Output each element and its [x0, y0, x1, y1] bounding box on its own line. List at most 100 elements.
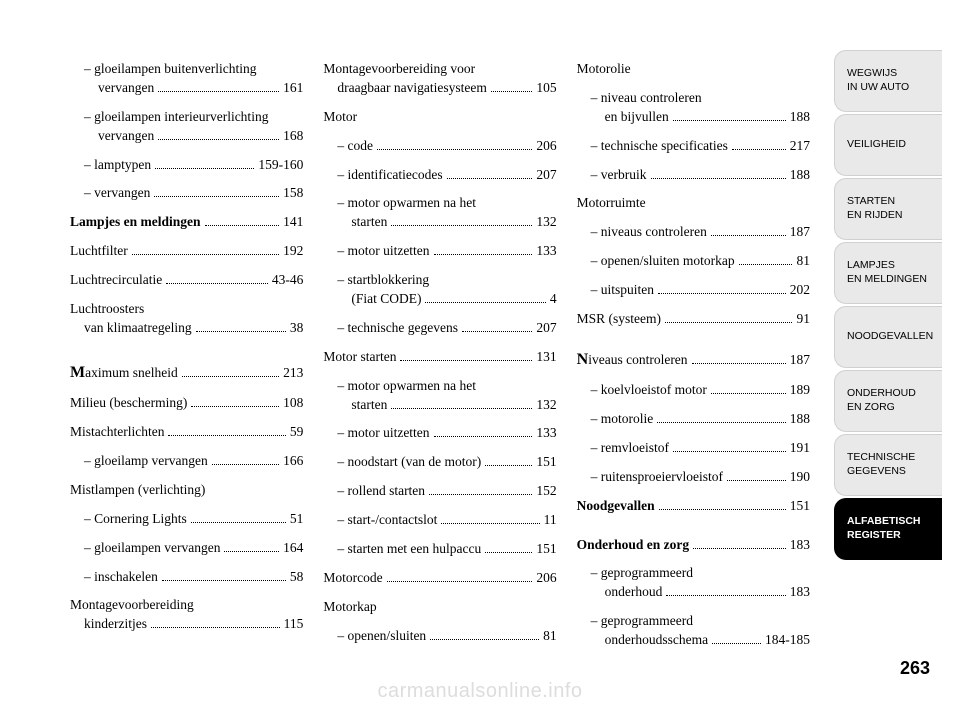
index-entry: – vervangen158 — [70, 184, 303, 203]
section-tab-0[interactable]: WEGWIJSIN UW AUTO — [834, 50, 942, 112]
index-entry-label: – noodstart (van de motor) — [337, 453, 481, 472]
index-entry-label: – identificatiecodes — [337, 166, 442, 185]
index-column-2: Montagevoorbereiding voordraagbaar navig… — [323, 60, 556, 660]
index-entry-label: starten — [351, 213, 387, 232]
leader-dots — [387, 581, 533, 582]
leader-dots — [739, 264, 793, 265]
index-entry: – start-/contactslot11 — [323, 511, 556, 530]
index-entry-label: – openen/sluiten motorkap — [591, 252, 735, 271]
index-entry: – niveaus controleren187 — [577, 223, 810, 242]
index-entry-label: – motor opwarmen na het — [337, 377, 476, 396]
tab-label-line1: WEGWIJS — [847, 67, 934, 81]
section-tab-4[interactable]: NOODGEVALLEN — [834, 306, 942, 368]
leader-dots — [666, 595, 785, 596]
index-entry-page: 51 — [290, 510, 304, 529]
tab-label-line2: EN MELDINGEN — [847, 273, 934, 287]
index-entry-label: – remvloeistof — [591, 439, 669, 458]
leader-dots — [434, 436, 533, 437]
index-entry-page: 166 — [283, 452, 303, 471]
index-entry: – Cornering Lights51 — [70, 510, 303, 529]
index-entry-label: – inschakelen — [84, 568, 158, 587]
leader-dots — [711, 393, 786, 394]
index-entry-label: Motorolie — [577, 60, 631, 79]
index-entry: Motor starten131 — [323, 348, 556, 367]
index-entry-page: 191 — [790, 439, 810, 458]
index-entry: Motorolie — [577, 60, 810, 79]
index-entry: – motor opwarmen na het — [323, 377, 556, 396]
section-tab-6[interactable]: TECHNISCHEGEGEVENS — [834, 434, 942, 496]
watermark: carmanualsonline.info — [0, 680, 960, 703]
index-entry-page: 159-160 — [258, 156, 303, 175]
leader-dots — [732, 149, 786, 150]
index-entry-label: MSR (systeem) — [577, 310, 661, 329]
index-entry-page: 192 — [283, 242, 303, 261]
index-entry-page: 189 — [790, 381, 810, 400]
leader-dots — [154, 196, 279, 197]
index-entry-label: Mistlampen (verlichting) — [70, 481, 205, 500]
index-entry: vervangen161 — [70, 79, 303, 98]
index-entry: Mistachterlichten59 — [70, 423, 303, 442]
index-entry-label: Noodgevallen — [577, 497, 655, 516]
index-entry-page: 188 — [790, 108, 810, 127]
leader-dots — [485, 465, 532, 466]
index-entry-page: 132 — [536, 396, 556, 415]
index-entry: – gloeilampen interieurverlichting — [70, 108, 303, 127]
index-entry-page: 217 — [790, 137, 810, 156]
index-entry: Milieu (bescherming)108 — [70, 394, 303, 413]
section-tab-2[interactable]: STARTENEN RIJDEN — [834, 178, 942, 240]
index-entry-label: Motor — [323, 108, 357, 127]
index-entry-page: 59 — [290, 423, 304, 442]
index-entry-page: 207 — [536, 319, 556, 338]
leader-dots — [430, 639, 539, 640]
index-entry-page: 133 — [536, 242, 556, 261]
index-entry-page: 161 — [283, 79, 303, 98]
index-entry-label: Luchtroosters — [70, 300, 144, 319]
index-entry: – gloeilampen vervangen164 — [70, 539, 303, 558]
index-entry: Montagevoorbereiding voor — [323, 60, 556, 79]
index-entry-page: 105 — [536, 79, 556, 98]
index-entry: – ruitensproeiervloeistof190 — [577, 468, 810, 487]
index-entry-page: 188 — [790, 410, 810, 429]
section-tab-7[interactable]: ALFABETISCHREGISTER — [834, 498, 942, 560]
index-entry: Luchtrecirculatie43-46 — [70, 271, 303, 290]
index-entry-label: – geprogrammeerd — [591, 564, 693, 583]
section-tab-3[interactable]: LAMPJESEN MELDINGEN — [834, 242, 942, 304]
index-entry: – remvloeistof 191 — [577, 439, 810, 458]
section-tab-1[interactable]: VEILIGHEID — [834, 114, 942, 176]
index-entry: – motor opwarmen na het — [323, 194, 556, 213]
index-entry: – uitspuiten202 — [577, 281, 810, 300]
leader-dots — [151, 627, 280, 628]
index-entry: – koelvloeistof motor189 — [577, 381, 810, 400]
index-entry-page: 202 — [790, 281, 810, 300]
index-entry-label: Maximum snelheid — [70, 362, 178, 384]
index-entry-label: – technische specificaties — [591, 137, 728, 156]
tab-label-line2: EN RIJDEN — [847, 209, 934, 223]
leader-dots — [191, 406, 279, 407]
tab-label-line1: ALFABETISCH — [847, 515, 934, 529]
index-entry-page: 11 — [544, 511, 557, 530]
leader-dots — [205, 225, 280, 226]
leader-dots — [158, 139, 279, 140]
index-entry-page: 81 — [796, 252, 810, 271]
index-entry-label: – gloeilampen buitenverlichting — [84, 60, 256, 79]
index-entry-page: 108 — [283, 394, 303, 413]
index-entry-label: – motor uitzetten — [337, 242, 429, 261]
index-entry: MSR (systeem)91 — [577, 310, 810, 329]
index-entry-page: 190 — [790, 468, 810, 487]
index-entry-page: 152 — [536, 482, 556, 501]
index-gap — [577, 526, 810, 536]
index-entry-label: – gloeilampen interieurverlichting — [84, 108, 268, 127]
leader-dots — [659, 509, 786, 510]
index-entry-page: 188 — [790, 166, 810, 185]
leader-dots — [162, 580, 286, 581]
section-tab-5[interactable]: ONDERHOUDEN ZORG — [834, 370, 942, 432]
index-entry-label: – motorolie — [591, 410, 654, 429]
tab-label-line1: NOODGEVALLEN — [847, 330, 934, 344]
leader-dots — [673, 451, 786, 452]
index-entry: – niveau controleren — [577, 89, 810, 108]
index-entry-label: (Fiat CODE) — [351, 290, 421, 309]
index-entry-label: – gloeilamp vervangen — [84, 452, 208, 471]
index-entry-page: 213 — [283, 364, 303, 383]
leader-dots — [166, 283, 268, 284]
leader-dots — [158, 91, 279, 92]
